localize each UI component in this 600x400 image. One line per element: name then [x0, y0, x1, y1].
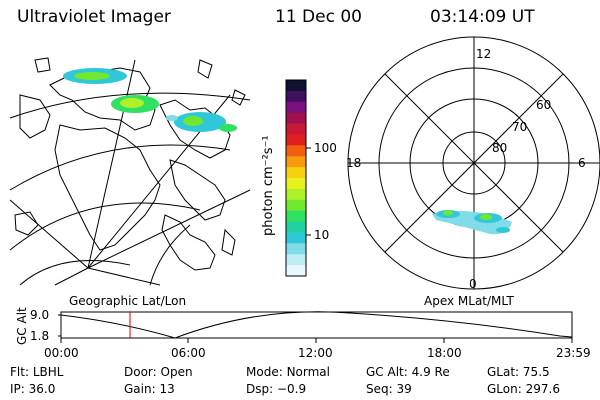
colorbar-frame — [285, 79, 307, 277]
geographic-caption: Geographic Lat/Lon — [69, 294, 187, 308]
mlt-label-18: 18 — [346, 156, 362, 170]
status-flt: Flt: LBHL — [10, 365, 64, 379]
colorbar-tick-label-10: 10 — [314, 228, 330, 242]
colorbar-segment — [286, 232, 306, 244]
status-gain: Gain: 13 — [124, 382, 175, 396]
lat-label-80: 80 — [492, 141, 508, 155]
status-glon: GLon: 297.6 — [487, 382, 560, 396]
status-mode: Mode: Normal — [246, 365, 330, 379]
xtick-2359: 23:59 — [556, 346, 591, 360]
colorbar-segment — [286, 90, 306, 103]
apex-caption: Apex MLat/MLT — [424, 294, 514, 308]
colorbar-unit-label: photon cm⁻²s⁻¹ — [261, 135, 276, 236]
colorbar-segment — [286, 265, 306, 277]
lat-label-70: 70 — [512, 120, 528, 134]
time-label: 03:14:09 UT — [430, 7, 535, 27]
colorbar-segment — [286, 167, 306, 179]
altitude-plot — [58, 311, 573, 343]
altitude-ylabel: GC Alt — [15, 307, 29, 345]
mlt-label-0: 0 — [469, 277, 477, 291]
polar-aurora — [432, 210, 512, 235]
colorbar-segment — [286, 178, 306, 190]
status-dsp: Dsp: −0.9 — [246, 382, 307, 396]
status-seq: Seq: 39 — [366, 382, 412, 396]
colorbar — [286, 80, 306, 277]
colorbar-segment — [286, 199, 306, 212]
date-label: 11 Dec 00 — [275, 7, 362, 27]
lat-label-60: 60 — [536, 98, 552, 112]
xtick-1200: 12:00 — [298, 346, 333, 360]
colorbar-segment — [286, 254, 306, 266]
status-glat: GLat: 75.5 — [487, 365, 550, 379]
colorbar-segment — [286, 188, 306, 201]
colorbar-segment — [286, 123, 306, 135]
geographic-aurora — [63, 68, 237, 132]
altitude-ytick-low: 1.8 — [30, 329, 50, 343]
status-door: Door: Open — [124, 365, 193, 379]
colorbar-segment — [286, 101, 306, 114]
colorbar-segment — [286, 112, 306, 125]
colorbar-segment — [286, 156, 306, 168]
colorbar-tick-label-100: 100 — [314, 141, 337, 155]
xtick-1800: 18:00 — [427, 346, 462, 360]
mlt-label-6: 6 — [578, 156, 586, 170]
status-ip: IP: 36.0 — [10, 382, 56, 396]
instrument-title: Ultraviolet Imager — [17, 7, 171, 27]
mlt-label-12: 12 — [476, 47, 492, 61]
colorbar-segment — [286, 221, 306, 233]
polar-plot — [347, 36, 600, 290]
colorbar-segment — [286, 210, 306, 223]
xtick-0600: 06:00 — [171, 346, 206, 360]
colorbar-segment — [286, 145, 306, 157]
colorbar-segment — [286, 80, 306, 92]
altitude-curve — [60, 311, 573, 339]
status-gc-alt: GC Alt: 4.9 Re — [366, 365, 450, 379]
colorbar-segment — [286, 134, 306, 146]
colorbar-segment — [286, 243, 306, 255]
xtick-0000: 00:00 — [44, 346, 79, 360]
altitude-ytick-high: 9.0 — [30, 308, 50, 322]
geographic-map — [9, 57, 251, 286]
